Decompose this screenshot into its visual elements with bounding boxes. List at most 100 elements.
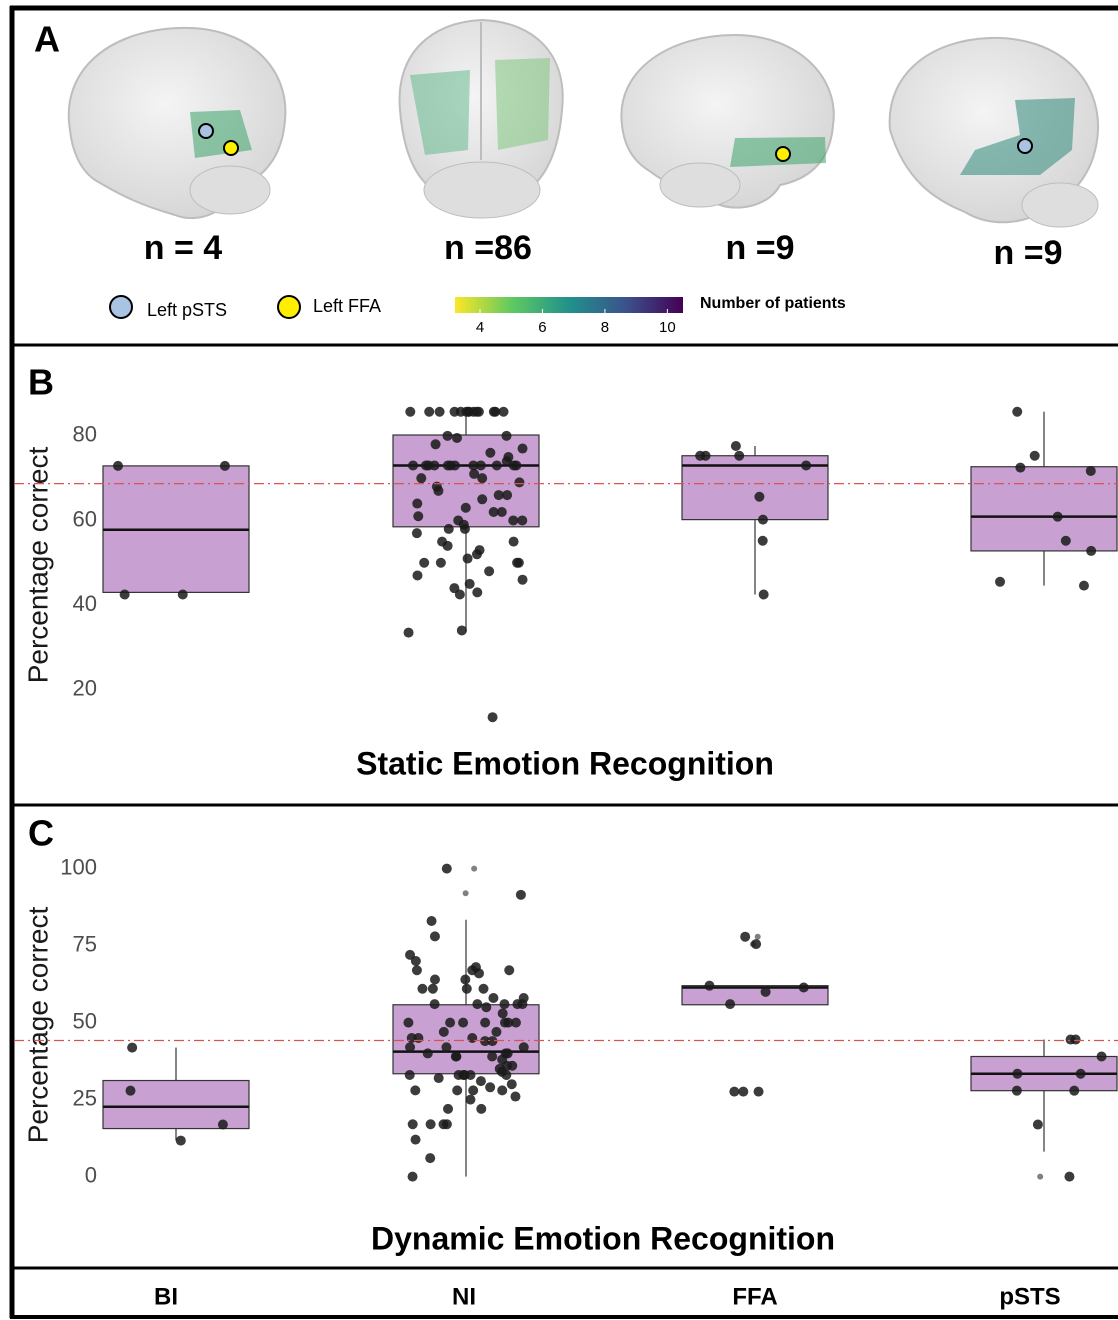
data-point	[995, 577, 1005, 587]
data-point	[740, 932, 750, 942]
data-point	[412, 528, 422, 538]
data-point	[1053, 512, 1063, 522]
panel-label: C	[28, 813, 54, 854]
data-point	[1086, 466, 1096, 476]
data-point	[423, 1048, 433, 1058]
data-point	[480, 1018, 490, 1028]
data-point	[1071, 1035, 1081, 1045]
n-label: n =9	[994, 234, 1063, 272]
data-point	[463, 554, 473, 564]
data-point	[484, 566, 494, 576]
data-point	[507, 1061, 517, 1071]
data-point	[220, 461, 230, 471]
data-point	[442, 864, 452, 874]
data-point	[433, 486, 443, 496]
data-point	[518, 444, 528, 454]
y-axis-label: Percentage correct	[22, 907, 53, 1144]
data-point	[430, 999, 440, 1009]
data-point	[460, 975, 470, 985]
data-point	[801, 460, 811, 470]
data-point	[436, 558, 446, 568]
n-label: n =86	[444, 229, 532, 267]
data-point	[460, 524, 470, 534]
data-point	[472, 587, 482, 597]
data-point	[508, 515, 518, 525]
data-point	[441, 1042, 451, 1052]
data-point	[477, 494, 487, 504]
outlier	[471, 866, 477, 872]
data-point	[120, 590, 130, 600]
data-point	[754, 492, 764, 502]
data-point	[430, 975, 440, 985]
data-point	[419, 558, 429, 568]
data-point	[1079, 581, 1089, 591]
data-point	[408, 460, 418, 470]
chart-title: Dynamic Emotion Recognition	[371, 1220, 835, 1256]
data-point	[507, 1079, 517, 1089]
data-point	[411, 1135, 421, 1145]
data-point	[517, 515, 527, 525]
outlier	[1037, 1174, 1043, 1180]
y-tick-label: 0	[85, 1162, 97, 1187]
data-point	[725, 999, 735, 1009]
colorbar-tick-label: 6	[538, 319, 546, 336]
y-tick-label: 80	[73, 422, 97, 447]
chart-title: Static Emotion Recognition	[356, 745, 774, 781]
data-point	[465, 579, 475, 589]
data-point	[514, 558, 524, 568]
data-point	[1012, 1069, 1022, 1079]
group-label: BI	[154, 1283, 178, 1310]
colorbar-tick-label: 8	[601, 319, 609, 336]
data-point	[492, 460, 502, 470]
data-point	[758, 536, 768, 546]
colorbar-tick-label: 10	[659, 319, 676, 336]
legend-label: Left FFA	[313, 296, 381, 316]
data-point	[450, 460, 460, 470]
data-point	[488, 712, 498, 722]
data-point	[468, 1085, 478, 1095]
data-point	[509, 537, 519, 547]
data-point	[468, 460, 478, 470]
data-point	[1086, 546, 1096, 556]
data-point	[455, 590, 465, 600]
data-point	[734, 451, 744, 461]
box	[971, 467, 1117, 551]
figure: A n = 4 n =86 n =9 n =9 Left pSTSLeft FF…	[0, 0, 1118, 1320]
data-point	[424, 460, 434, 470]
data-point	[443, 1104, 453, 1114]
data-point	[444, 524, 454, 534]
data-point	[467, 1033, 477, 1043]
data-point	[443, 541, 453, 551]
data-point	[485, 448, 495, 458]
colorbar-tick-label: 4	[476, 319, 484, 336]
data-point	[704, 981, 714, 991]
n-label: n = 4	[144, 229, 223, 267]
data-point	[439, 1027, 449, 1037]
data-point	[412, 499, 422, 509]
y-tick-label: 100	[60, 854, 97, 879]
data-point	[489, 507, 499, 517]
data-point	[729, 1087, 739, 1097]
data-point	[477, 473, 487, 483]
data-point	[408, 1172, 418, 1182]
data-point	[481, 1002, 491, 1012]
group-label: FFA	[732, 1283, 777, 1310]
data-point	[474, 968, 484, 978]
data-point	[487, 1051, 497, 1061]
y-tick-label: 75	[73, 931, 97, 956]
data-point	[485, 1082, 495, 1092]
data-point	[408, 1119, 418, 1129]
panel-label: A	[34, 19, 60, 60]
data-point	[416, 473, 426, 483]
data-point	[439, 1119, 449, 1129]
data-point	[761, 987, 771, 997]
data-point	[405, 1070, 415, 1080]
outlier	[755, 934, 761, 940]
data-point	[454, 1070, 464, 1080]
ffa-marker	[224, 141, 238, 155]
data-point	[491, 1027, 501, 1037]
data-point	[431, 439, 441, 449]
data-point	[759, 590, 769, 600]
group-label: NI	[452, 1283, 476, 1310]
legend-swatch	[110, 296, 132, 318]
